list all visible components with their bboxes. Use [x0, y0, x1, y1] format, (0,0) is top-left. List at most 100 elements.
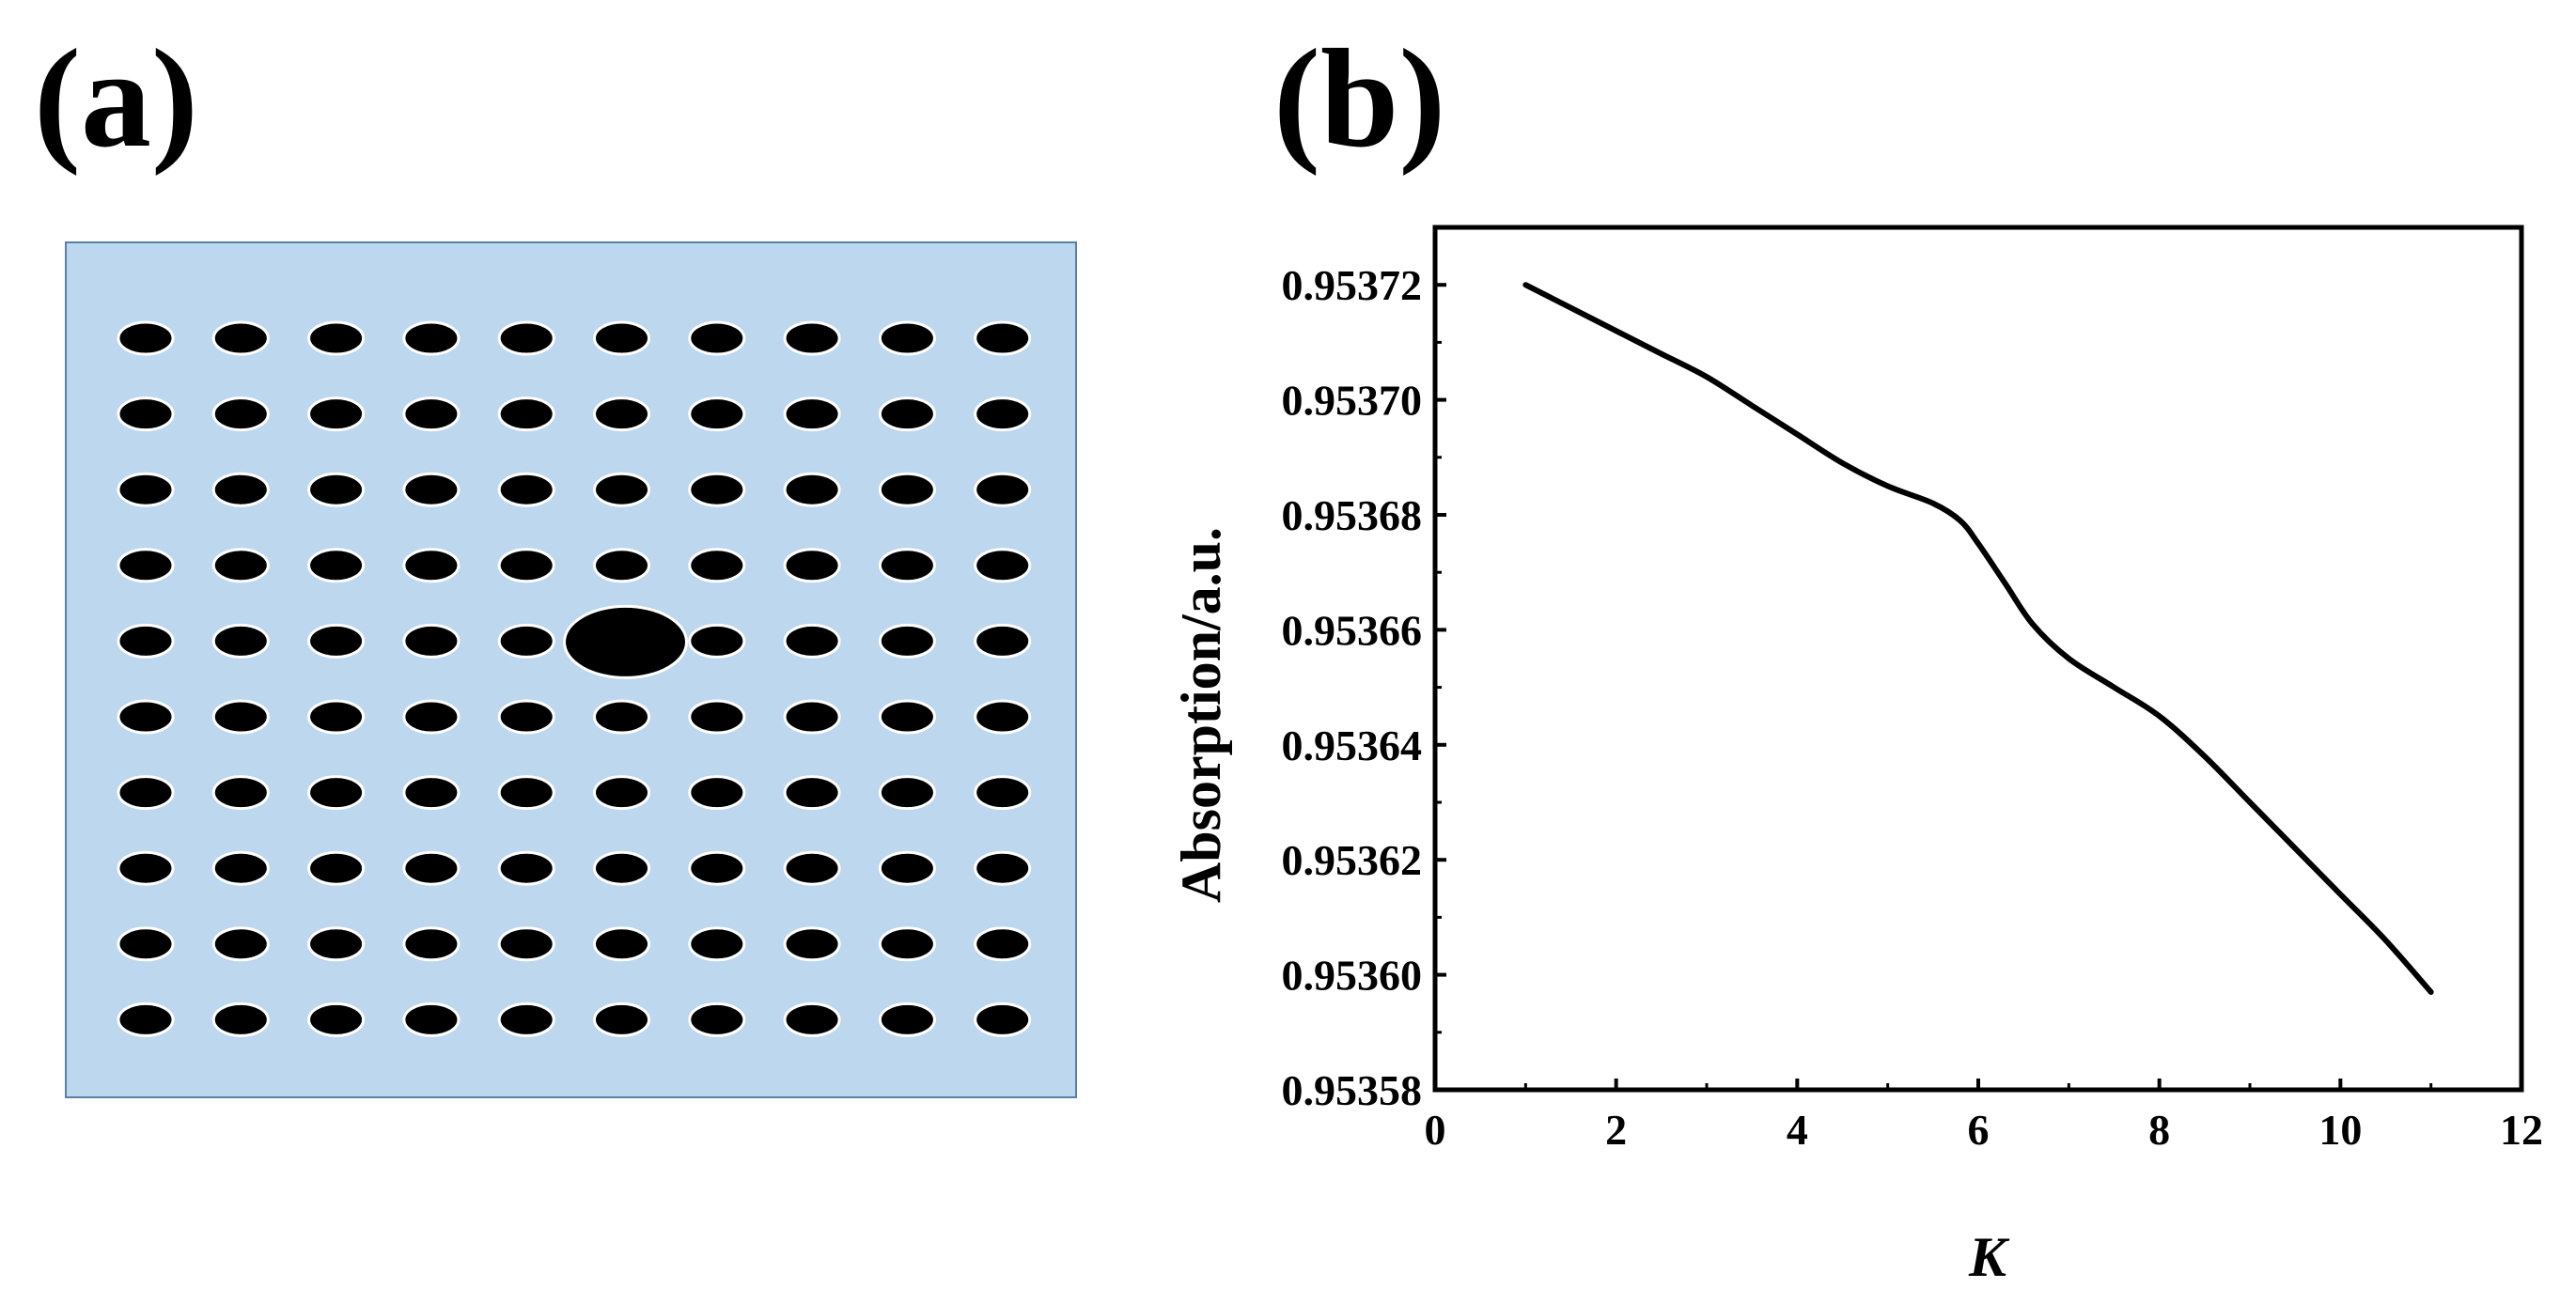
lattice-hole [307, 775, 366, 811]
y-tick-label: 0.95364 [1282, 722, 1423, 769]
lattice-hole [783, 699, 841, 735]
lattice-hole [974, 850, 1032, 886]
lattice-hole [593, 320, 650, 356]
lattice-hole [402, 775, 461, 811]
lattice-hole [593, 699, 650, 735]
lattice-hole [688, 548, 746, 583]
x-axis-title: K [1968, 1226, 2010, 1288]
lattice-hole [497, 623, 555, 659]
lattice-hole [878, 396, 936, 432]
lattice-hole [974, 699, 1032, 735]
lattice-hole [974, 1001, 1032, 1037]
lattice-hole [497, 926, 555, 962]
lattice-hole [402, 850, 461, 886]
lattice-hole [878, 472, 936, 507]
lattice-hole [593, 775, 650, 811]
lattice-hole [783, 1001, 841, 1037]
lattice-hole [117, 1001, 175, 1037]
lattice-hole [117, 623, 175, 659]
lattice-hole [878, 926, 936, 962]
lattice-hole [402, 396, 461, 432]
y-axis-title: Absorption/a.u. [1170, 527, 1232, 903]
lattice-hole [878, 548, 936, 583]
lattice-hole [497, 472, 555, 507]
lattice-hole [211, 850, 270, 886]
x-tick-label: 4 [1787, 1106, 1808, 1154]
x-tick-label: 0 [1425, 1106, 1446, 1154]
lattice-hole [878, 1001, 936, 1037]
lattice-hole [211, 926, 270, 962]
lattice-hole [593, 1001, 650, 1037]
lattice-hole [878, 623, 936, 659]
lattice-hole [974, 548, 1032, 583]
lattice-hole [688, 926, 746, 962]
lattice-hole [497, 699, 555, 735]
y-tick-label: 0.95362 [1282, 836, 1423, 884]
lattice-hole [783, 926, 841, 962]
lattice-hole [878, 320, 936, 356]
lattice-hole [593, 850, 650, 886]
lattice-hole [211, 1001, 270, 1037]
lattice-hole [211, 548, 270, 583]
y-tick-label: 0.95358 [1282, 1066, 1423, 1114]
x-tick-label: 12 [2500, 1106, 2543, 1154]
lattice-hole [688, 320, 746, 356]
lattice-hole [878, 850, 936, 886]
lattice-hole [307, 1001, 366, 1037]
lattice-hole [497, 396, 555, 432]
lattice-hole [211, 396, 270, 432]
lattice-hole [117, 396, 175, 432]
lattice-hole [974, 396, 1032, 432]
lattice-hole [117, 472, 175, 507]
lattice-hole [688, 850, 746, 886]
lattice-hole [211, 775, 270, 811]
lattice-hole [307, 926, 366, 962]
lattice-hole [688, 775, 746, 811]
lattice-hole [878, 699, 936, 735]
lattice-hole [497, 850, 555, 886]
panel-b-label: (b) [1273, 21, 1446, 177]
lattice-hole [783, 320, 841, 356]
lattice-hole [974, 472, 1032, 507]
lattice-hole [497, 548, 555, 583]
lattice-hole [688, 623, 746, 659]
lattice-hole [211, 699, 270, 735]
lattice-hole [307, 548, 366, 583]
y-tick-label: 0.95368 [1282, 491, 1423, 539]
lattice-hole [497, 320, 555, 356]
lattice-hole [117, 850, 175, 886]
lattice-hole [974, 320, 1032, 356]
lattice-hole [688, 396, 746, 432]
lattice-hole [402, 320, 461, 356]
y-tick-label: 0.95372 [1282, 261, 1423, 309]
lattice-hole [211, 472, 270, 507]
lattice-hole [307, 320, 366, 356]
x-tick-label: 2 [1605, 1106, 1627, 1154]
lattice-hole [117, 699, 175, 735]
lattice-hole [593, 396, 650, 432]
lattice-hole [688, 1001, 746, 1037]
lattice-hole [211, 623, 270, 659]
lattice-hole [402, 623, 461, 659]
lattice-hole [402, 926, 461, 962]
lattice-hole [497, 775, 555, 811]
lattice-hole [307, 623, 366, 659]
lattice-hole [211, 320, 270, 356]
lattice-hole [974, 775, 1032, 811]
lattice-defect-hole [563, 604, 688, 679]
x-tick-label: 10 [2318, 1106, 2362, 1154]
lattice-hole [783, 775, 841, 811]
lattice-hole [974, 623, 1032, 659]
lattice-hole [117, 548, 175, 583]
panel-a-label: (a) [34, 21, 198, 177]
lattice-hole [783, 623, 841, 659]
lattice-hole [402, 548, 461, 583]
lattice-hole [307, 850, 366, 886]
lattice-hole [307, 472, 366, 507]
y-tick-label: 0.95366 [1282, 606, 1423, 654]
lattice-hole [402, 472, 461, 507]
lattice-hole [783, 548, 841, 583]
lattice-hole [593, 548, 650, 583]
